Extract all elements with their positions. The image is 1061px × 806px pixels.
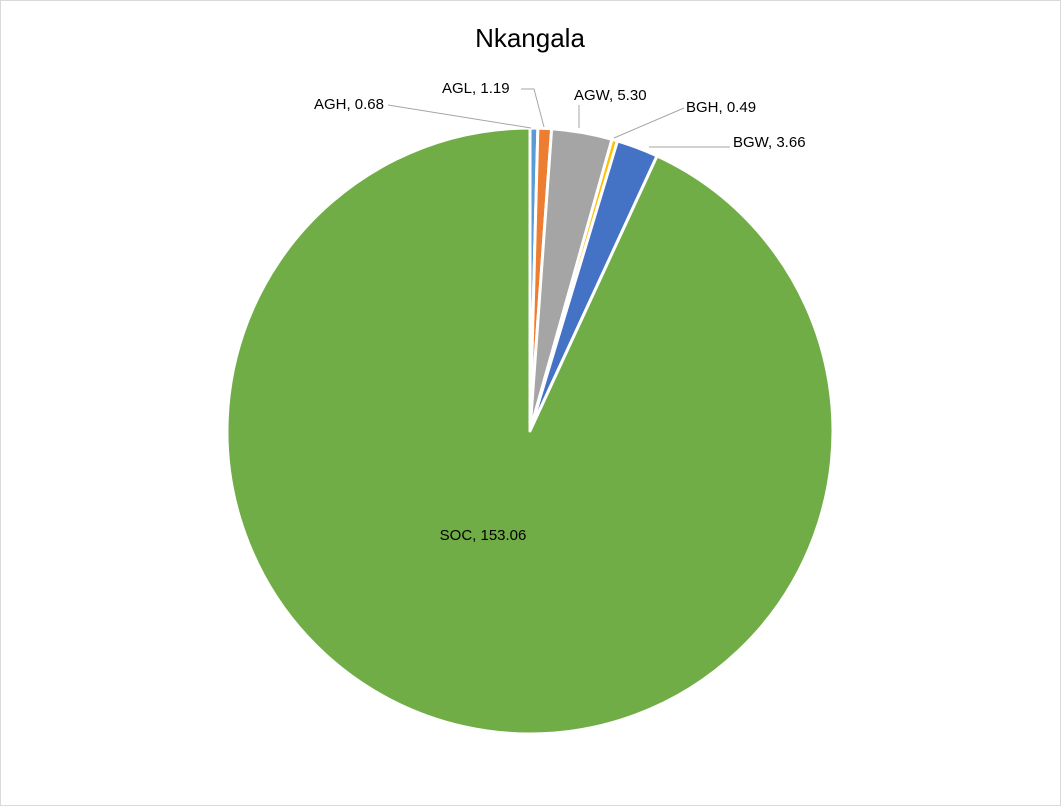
chart-title: Nkangala: [475, 23, 585, 53]
data-label-bgw: BGW, 3.66: [733, 134, 806, 151]
data-label-bgh: BGH, 0.49: [686, 99, 756, 116]
leader-line-agl: [521, 88, 545, 128]
pie-slice-soc: [225, 126, 835, 736]
data-label-agh: AGH, 0.68: [314, 96, 384, 113]
leader-line-bgh: [613, 107, 685, 139]
leader-line-agh: [387, 104, 532, 129]
data-labels: AGH, 0.68 AGL, 1.19 AGW, 5.30 BGH, 0.49 BGW,…: [314, 80, 806, 544]
pie-slices: [225, 126, 835, 736]
leader-lines: [387, 88, 730, 148]
data-label-agl: AGL, 1.19: [442, 80, 510, 97]
data-label-agw: AGW, 5.30: [574, 87, 647, 104]
data-label-soc: SOC, 153.06: [440, 527, 527, 544]
